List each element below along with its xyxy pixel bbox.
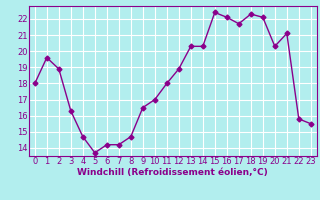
X-axis label: Windchill (Refroidissement éolien,°C): Windchill (Refroidissement éolien,°C) — [77, 168, 268, 177]
